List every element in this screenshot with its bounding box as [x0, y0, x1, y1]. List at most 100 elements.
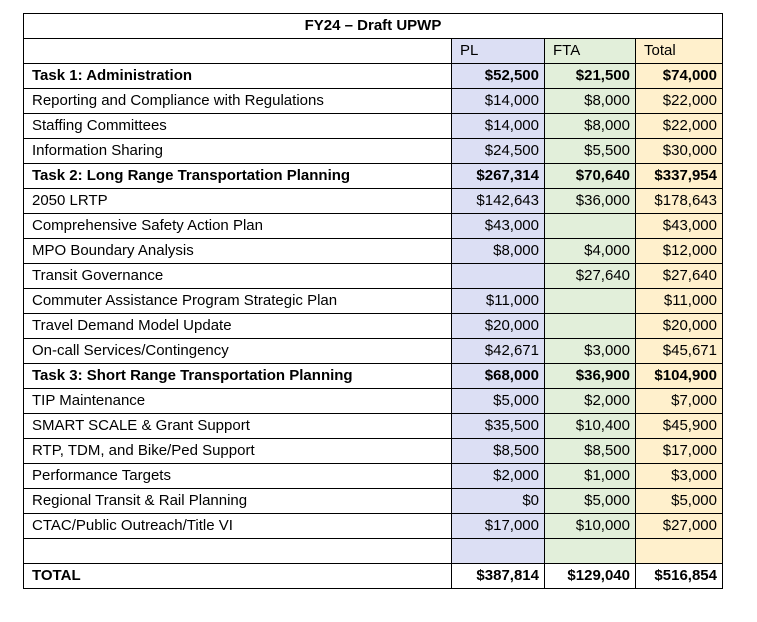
pl-cell: $8,000: [451, 238, 545, 264]
pl-cell: $8,500: [451, 438, 545, 464]
fta-cell: $10,400: [544, 413, 636, 439]
grand-total-row: TOTAL $387,814 $129,040 $516,854: [23, 563, 723, 589]
table-row: SMART SCALE & Grant Support $35,500 $10,40…: [23, 413, 723, 439]
row-label: Staffing Committees: [23, 113, 452, 139]
row-label: 2050 LRTP: [23, 188, 452, 214]
pl-cell: $11,000: [451, 288, 545, 314]
row-label: Regional Transit & Rail Planning: [23, 488, 452, 514]
row-label: Performance Targets: [23, 463, 452, 489]
total-cell: $3,000: [635, 463, 723, 489]
table-body: FY24 – Draft UPWP PL FTA Total Task 1: A…: [23, 13, 723, 589]
table-row: Performance Targets $2,000 $1,000 $3,000: [23, 463, 723, 489]
pl-cell: $0: [451, 488, 545, 514]
row-label: Transit Governance: [23, 263, 452, 289]
table-row: TIP Maintenance $5,000 $2,000 $7,000: [23, 388, 723, 414]
pl-cell: $52,500: [451, 63, 545, 89]
total-cell: $27,640: [635, 263, 723, 289]
row-label: MPO Boundary Analysis: [23, 238, 452, 264]
task-row: Task 3: Short Range Transportation Plann…: [23, 363, 723, 389]
fta-cell: $8,000: [544, 113, 636, 139]
fta-cell: $1,000: [544, 463, 636, 489]
row-label: Task 1: Administration: [23, 63, 452, 89]
fta-cell: $8,000: [544, 88, 636, 114]
total-cell: $43,000: [635, 213, 723, 239]
total-cell: $22,000: [635, 88, 723, 114]
total-cell: $17,000: [635, 438, 723, 464]
total-cell: $22,000: [635, 113, 723, 139]
row-label: CTAC/Public Outreach/Title VI: [23, 513, 452, 539]
fta-cell: $3,000: [544, 338, 636, 364]
header-fta: FTA: [544, 38, 636, 64]
fta-cell: $36,000: [544, 188, 636, 214]
table-title: FY24 – Draft UPWP: [23, 13, 723, 39]
pl-cell: [451, 263, 545, 289]
pl-cell: $5,000: [451, 388, 545, 414]
pl-cell: $14,000: [451, 88, 545, 114]
task-row: Task 1: Administration $52,500 $21,500 $74,…: [23, 63, 723, 89]
table-row: Travel Demand Model Update $20,000 $20,000: [23, 313, 723, 339]
row-label: Travel Demand Model Update: [23, 313, 452, 339]
pl-cell: $267,314: [451, 163, 545, 189]
header-pl: PL: [451, 38, 545, 64]
spacer-row: [23, 538, 723, 564]
spacer-pl-cell: [451, 538, 545, 564]
total-cell: $337,954: [635, 163, 723, 189]
total-cell: $45,671: [635, 338, 723, 364]
fta-cell: $10,000: [544, 513, 636, 539]
row-label: On-call Services/Contingency: [23, 338, 452, 364]
table-row: Comprehensive Safety Action Plan $43,000 $…: [23, 213, 723, 239]
upwp-budget-table: FY24 – Draft UPWP PL FTA Total Task 1: A…: [23, 13, 723, 589]
task-row: Task 2: Long Range Transportation Planni…: [23, 163, 723, 189]
pl-cell: $14,000: [451, 113, 545, 139]
fta-cell: $2,000: [544, 388, 636, 414]
row-label: Comprehensive Safety Action Plan: [23, 213, 452, 239]
table-row: 2050 LRTP $142,643 $36,000 $178,643: [23, 188, 723, 214]
fta-cell: $27,640: [544, 263, 636, 289]
fta-cell: $8,500: [544, 438, 636, 464]
row-label: Information Sharing: [23, 138, 452, 164]
total-cell: $30,000: [635, 138, 723, 164]
pl-cell: $68,000: [451, 363, 545, 389]
spacer-fta-cell: [544, 538, 636, 564]
total-cell: $104,900: [635, 363, 723, 389]
header-total: Total: [635, 38, 723, 64]
total-fta: $129,040: [544, 563, 636, 589]
table-row: MPO Boundary Analysis $8,000 $4,000 $12,000: [23, 238, 723, 264]
total-cell: $12,000: [635, 238, 723, 264]
table-row: RTP, TDM, and Bike/Ped Support $8,500 $8,5…: [23, 438, 723, 464]
fta-cell: [544, 313, 636, 339]
pl-cell: $20,000: [451, 313, 545, 339]
total-total: $516,854: [635, 563, 723, 589]
row-label: Task 2: Long Range Transportation Planni…: [23, 163, 452, 189]
row-label: Task 3: Short Range Transportation Plann…: [23, 363, 452, 389]
total-pl: $387,814: [451, 563, 545, 589]
table-row: On-call Services/Contingency $42,671 $3,00…: [23, 338, 723, 364]
fta-cell: [544, 288, 636, 314]
table-row: Reporting and Compliance with Regulation…: [23, 88, 723, 114]
total-cell: $27,000: [635, 513, 723, 539]
total-cell: $5,000: [635, 488, 723, 514]
row-label: SMART SCALE & Grant Support: [23, 413, 452, 439]
pl-cell: $43,000: [451, 213, 545, 239]
table-row: Staffing Committees $14,000 $8,000 $22,000: [23, 113, 723, 139]
table-row: Transit Governance $27,640 $27,640: [23, 263, 723, 289]
pl-cell: $42,671: [451, 338, 545, 364]
row-label: RTP, TDM, and Bike/Ped Support: [23, 438, 452, 464]
table-row: Information Sharing $24,500 $5,500 $30,000: [23, 138, 723, 164]
total-cell: $74,000: [635, 63, 723, 89]
header-blank-cell: [23, 38, 452, 64]
row-label: Reporting and Compliance with Regulation…: [23, 88, 452, 114]
fta-cell: $21,500: [544, 63, 636, 89]
fta-cell: $4,000: [544, 238, 636, 264]
pl-cell: $142,643: [451, 188, 545, 214]
pl-cell: $35,500: [451, 413, 545, 439]
fta-cell: $70,640: [544, 163, 636, 189]
row-label: TIP Maintenance: [23, 388, 452, 414]
spacer-cell: [23, 538, 452, 564]
title-row: FY24 – Draft UPWP: [23, 13, 723, 39]
total-cell: $45,900: [635, 413, 723, 439]
total-cell: $20,000: [635, 313, 723, 339]
total-cell: $11,000: [635, 288, 723, 314]
pl-cell: $24,500: [451, 138, 545, 164]
fta-cell: $5,000: [544, 488, 636, 514]
